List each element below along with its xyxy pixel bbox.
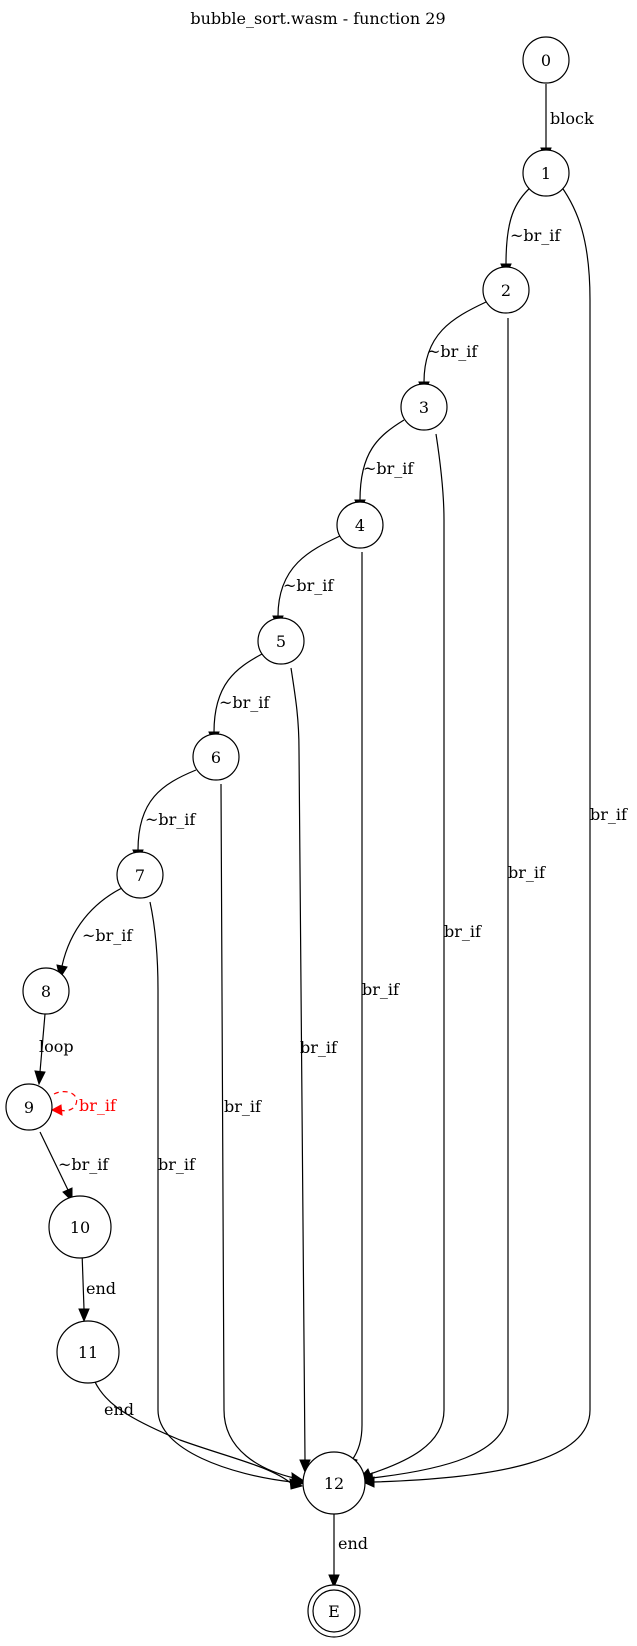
svg-text:2: 2 [501,281,511,300]
node-4: 4 [336,501,384,549]
node-6: 6 [192,733,240,781]
edge-label-br-if: br_if [590,805,628,824]
edge-7-12: br_if [149,901,306,1488]
svg-text:0: 0 [541,51,551,70]
node-1: 1 [522,149,570,197]
edge-label-not-br-if: ~br_if [510,226,561,245]
node-5: 5 [257,617,305,665]
edge-label-not-br-if: ~br_if [82,926,133,945]
node-7: 7 [116,851,164,899]
svg-text:6: 6 [211,748,221,767]
edge-label-br-if: br_if [444,922,482,941]
edge-label-br-if: br_if [158,1155,196,1174]
node-2: 2 [482,266,530,314]
edge-4-5: ~br_if [272,535,341,630]
edge-3-12: br_if [358,433,482,1480]
svg-text:7: 7 [135,866,145,885]
edge-11-12: end [89,1369,304,1490]
svg-text:12: 12 [324,1474,344,1493]
svg-text:5: 5 [276,632,286,651]
edge-label-br-if: br_if [362,980,400,999]
diagram-title: bubble_sort.wasm - function 29 [190,9,445,28]
edge-label-end: end [338,1534,368,1553]
node-11: 11 [56,1320,120,1384]
edge-6-7: ~br_if [132,769,196,864]
svg-text:1: 1 [541,164,551,183]
edge-label-block: block [550,109,594,128]
edge-9-10: ~br_if [39,1131,109,1203]
node-10: 10 [48,1195,112,1259]
edge-label-loop: loop [39,1037,74,1056]
node-exit: E [307,1584,361,1638]
node-8: 8 [22,967,70,1015]
edge-label-not-br-if: ~br_if [145,810,196,829]
edge-label-not-br-if: ~br_if [427,342,478,361]
edge-8-9: loop [34,1013,74,1086]
edge-label-not-br-if: ~br_if [363,459,414,478]
svg-text:4: 4 [355,516,365,535]
svg-text:3: 3 [419,398,429,417]
edge-5-12: br_if [290,667,338,1474]
svg-text:E: E [328,1602,340,1621]
edge-2-3: ~br_if [418,301,487,396]
edge-6-12: br_if [220,783,306,1485]
edge-9-9-self-loop: br_if [50,1091,117,1116]
edge-label-end: end [104,1400,134,1419]
edge-1-12: br_if [361,185,628,1488]
edge-4-12: br_if [346,552,400,1472]
edge-label-not-br-if: ~br_if [58,1155,109,1174]
svg-text:11: 11 [78,1343,98,1362]
edge-1-2: ~br_if [500,185,561,278]
node-3: 3 [400,383,448,431]
edge-label-end: end [86,1279,116,1298]
edge-label-br-if: br_if [224,1097,262,1116]
edge-0-1: block [540,84,594,162]
edge-2-12: br_if [360,318,546,1484]
node-0: 0 [522,36,570,84]
node-12: 12 [302,1451,366,1515]
svg-text:10: 10 [70,1218,90,1237]
edge-label-not-br-if: ~br_if [219,693,270,712]
edge-10-11: end [78,1251,116,1323]
edge-label-not-br-if: ~br_if [283,576,334,595]
edge-7-8: ~br_if [56,885,133,980]
edge-3-4: ~br_if [354,419,414,514]
node-9: 9 [5,1083,53,1131]
edge-label-br-if: br_if [508,863,546,882]
edge-5-6: ~br_if [208,653,270,746]
edge-label-br-if: br_if [300,1038,338,1057]
edge-12-E: end [328,1513,368,1589]
svg-text:9: 9 [24,1098,34,1117]
svg-text:8: 8 [41,982,51,1001]
edge-label-br-if-red: br_if [79,1096,117,1115]
